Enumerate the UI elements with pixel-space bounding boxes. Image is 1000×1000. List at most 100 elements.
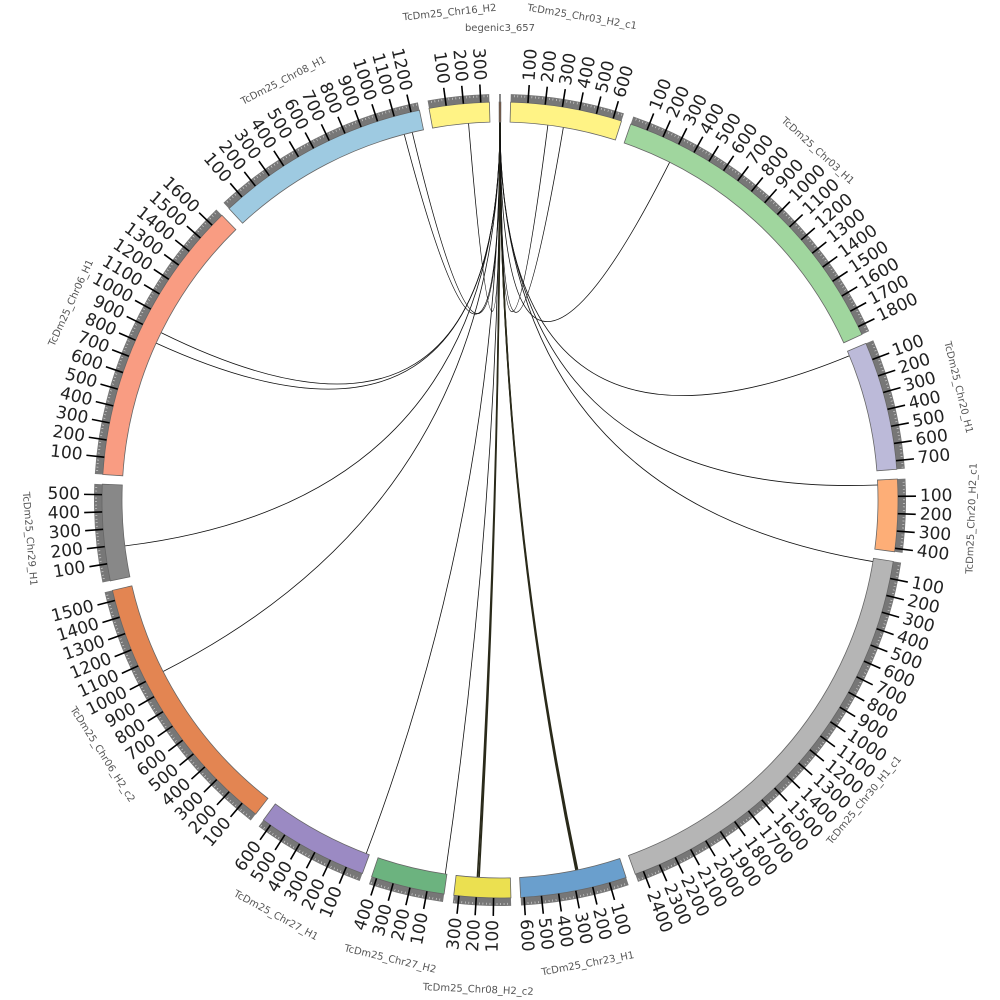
minor-tick [380, 885, 382, 888]
minor-tick [240, 809, 242, 812]
minor-tick [834, 274, 837, 276]
segment-TcDm25_Chr06_H2_c2[interactable]: 1002003004005006007008009001000110012001… [49, 585, 269, 851]
link-ribbon [499, 121, 564, 313]
minor-tick [170, 734, 173, 737]
minor-tick [242, 811, 245, 814]
minor-tick [879, 363, 882, 365]
minor-tick [157, 284, 160, 286]
minor-tick [335, 129, 337, 132]
links-layer [124, 121, 878, 878]
minor-tick [683, 139, 686, 142]
minor-tick [214, 785, 216, 788]
minor-tick [262, 171, 264, 174]
minor-tick [670, 864, 673, 867]
major-tick [877, 369, 896, 377]
major-tick [157, 725, 173, 738]
minor-tick [851, 697, 854, 699]
minor-tick [878, 636, 881, 638]
minor-tick [820, 254, 823, 256]
major-tick [890, 577, 908, 583]
minor-tick [635, 118, 637, 121]
tick-label: 200 [49, 539, 84, 563]
major-tick [761, 799, 775, 814]
minor-tick [624, 883, 626, 886]
minor-tick [333, 867, 335, 870]
minor-tick [651, 124, 654, 127]
minor-tick [604, 108, 606, 111]
minor-tick [206, 777, 209, 780]
minor-tick [158, 717, 161, 719]
tick-label: 700 [917, 445, 951, 468]
major-tick [786, 775, 801, 789]
minor-tick [780, 789, 783, 791]
major-tick [708, 145, 720, 162]
minor-tick [126, 343, 129, 345]
minor-tick [875, 353, 878, 355]
minor-tick [828, 265, 831, 268]
minor-tick [239, 189, 242, 192]
minor-tick [142, 308, 145, 310]
minor-tick [192, 235, 195, 238]
minor-tick [381, 112, 383, 115]
minor-tick [226, 200, 229, 203]
major-tick [320, 123, 330, 141]
minor-tick [746, 179, 748, 182]
minor-tick [648, 874, 650, 877]
minor-tick [202, 225, 204, 228]
segment-begenic3_657[interactable]: begenic3_657 [465, 23, 535, 123]
minor-tick [319, 137, 321, 140]
major-tick [776, 201, 791, 216]
minor-tick [110, 611, 113, 613]
major-tick [273, 150, 285, 167]
minor-tick [802, 232, 805, 235]
major-tick [595, 96, 602, 115]
major-tick [897, 512, 916, 516]
tick-label: 500 [534, 917, 557, 951]
major-tick [167, 739, 184, 752]
minor-tick [772, 202, 775, 204]
major-tick [147, 710, 164, 722]
tick-band [452, 895, 512, 906]
major-tick [872, 352, 890, 361]
minor-tick [852, 304, 855, 306]
link-ribbon [162, 121, 501, 672]
minor-tick [845, 706, 848, 709]
minor-tick [179, 252, 182, 254]
segment-TcDm25_Chr03_H1[interactable]: 1002003004005006007008009001000110012001… [623, 76, 921, 344]
major-tick [134, 299, 152, 310]
minor-tick [734, 170, 737, 173]
minor-tick [880, 633, 883, 635]
major-tick [612, 100, 620, 119]
major-tick [216, 791, 230, 806]
minor-tick [276, 161, 279, 164]
segment-TcDm25_Chr08_H1[interactable]: 100200300400500600700800900100011001200T… [199, 46, 424, 224]
ideogram-band [428, 101, 491, 129]
ideogram-band [498, 101, 502, 123]
minor-tick [638, 119, 640, 122]
major-tick [442, 87, 447, 106]
minor-tick [137, 680, 140, 682]
ideogram-band [228, 109, 424, 224]
minor-tick [614, 886, 616, 889]
segment-TcDm25_Chr30_H1_c1[interactable]: 1002003004005006007008009001000110012001… [627, 557, 946, 936]
minor-tick [857, 685, 860, 687]
tick-band [865, 340, 905, 470]
minor-tick [770, 199, 773, 202]
minor-tick [267, 167, 270, 170]
segment-TcDm25_Chr06_H1[interactable]: 1002003004005006007008009001000110012001… [46, 173, 237, 477]
link-ribbon [365, 121, 501, 854]
minor-tick [822, 257, 825, 259]
minor-tick [234, 193, 237, 196]
minor-tick [856, 310, 859, 313]
minor-tick [130, 333, 133, 336]
major-tick [876, 627, 894, 636]
major-tick [198, 212, 213, 226]
minor-tick [219, 790, 221, 793]
